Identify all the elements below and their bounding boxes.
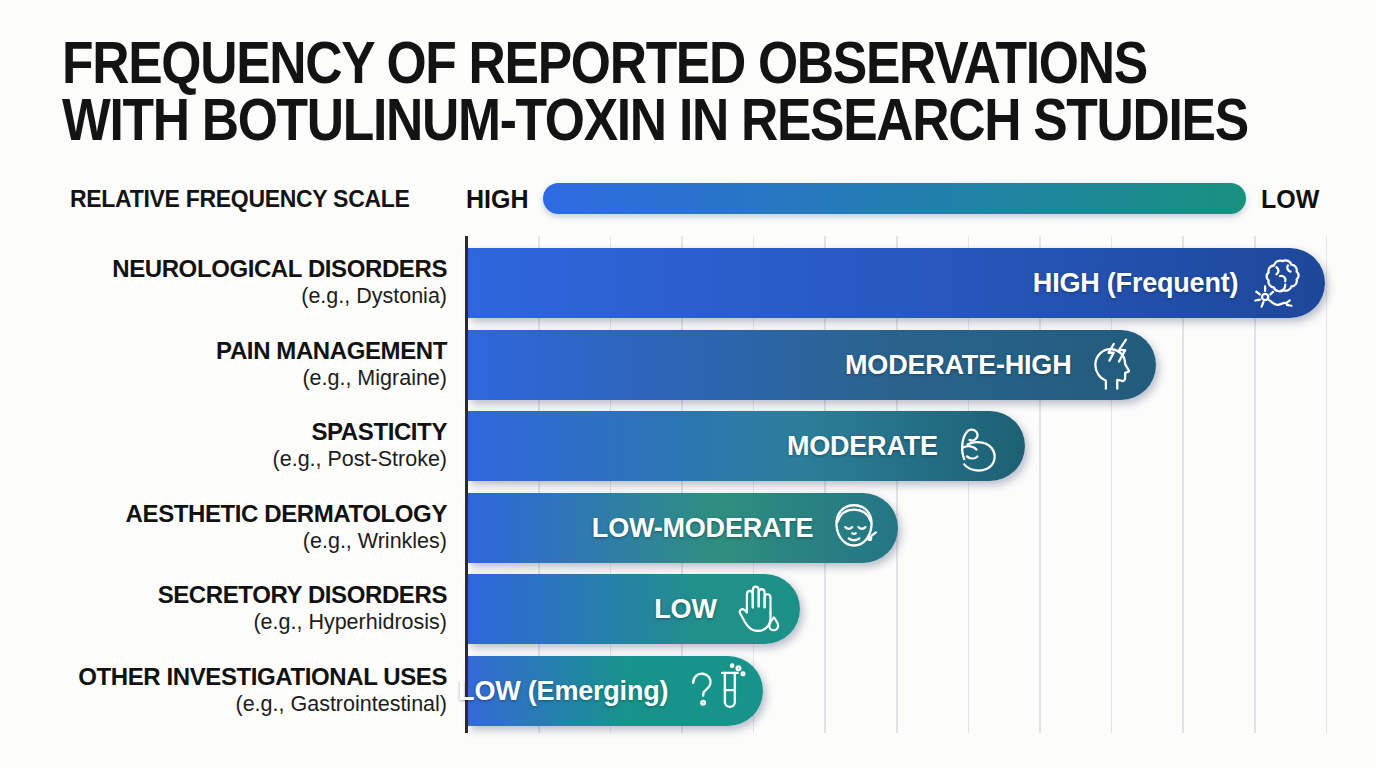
hand-droplet-icon [730,580,784,638]
category-example: (e.g., Post-Stroke) [0,446,447,472]
bar-aesthetic: LOW-MODERATE [468,493,898,563]
scale-label: RELATIVE FREQUENCY SCALE [70,186,410,213]
category-label-neurological: NEUROLOGICAL DISORDERS (e.g., Dystonia) [0,255,447,309]
category-name: PAIN MANAGEMENT [0,337,447,365]
bar-other-investigational: LOW (Emerging) [468,656,763,726]
bar-spasticity: MODERATE [468,411,1025,481]
scale-low-label: LOW [1261,185,1319,214]
bar-value-label: LOW [654,594,716,625]
category-label-secretory: SECRETORY DISORDERS (e.g., Hyperhidrosis… [0,581,447,635]
category-example: (e.g., Dystonia) [0,283,447,309]
plot-area: HIGH (Frequent) MODERATE-HIGH [465,236,1334,733]
title-line-2: WITH BOTULINUM-TOXIN IN RESEARCH STUDIES [62,91,1248,148]
category-name: NEUROLOGICAL DISORDERS [0,255,447,283]
brain-neuron-icon [1251,255,1309,311]
category-name: SECRETORY DISORDERS [0,581,447,609]
bar-value-label: MODERATE-HIGH [845,350,1071,381]
muscle-arm-icon [951,418,1009,474]
category-name: OTHER INVESTIGATIONAL USES [0,663,447,691]
bar-value-label: HIGH (Frequent) [1033,268,1239,299]
category-example: (e.g., Hyperhidrosis) [0,609,447,635]
title-line-1: FREQUENCY OF REPORTED OBSERVATIONS [62,34,1248,91]
category-label-pain: PAIN MANAGEMENT (e.g., Migraine) [0,337,447,391]
page-title: FREQUENCY OF REPORTED OBSERVATIONS WITH … [62,34,1248,148]
category-example: (e.g., Gastrointestinal) [0,691,447,717]
bar-secretory: LOW [468,574,800,644]
category-label-aesthetic: AESTHETIC DERMATOLOGY (e.g., Wrinkles) [0,500,447,554]
headache-lightning-icon [1084,337,1140,393]
category-name: AESTHETIC DERMATOLOGY [0,500,447,528]
face-icon [826,499,882,557]
bar-value-label: LOW-MODERATE [592,513,814,544]
bar-value-label: MODERATE [787,431,938,462]
bar-neurological: HIGH (Frequent) [468,248,1325,318]
scale-high-label: HIGH [466,185,529,214]
category-example: (e.g., Wrinkles) [0,528,447,554]
infographic-frame: FREQUENCY OF REPORTED OBSERVATIONS WITH … [0,0,1376,768]
category-label-other: OTHER INVESTIGATIONAL USES (e.g., Gastro… [0,663,447,717]
bar-pain-management: MODERATE-HIGH [468,330,1156,400]
category-label-spasticity: SPASTICITY (e.g., Post-Stroke) [0,418,447,472]
category-example: (e.g., Migraine) [0,365,447,391]
frequency-scale-gradient-bar [543,183,1246,214]
question-test-tube-icon [681,662,747,720]
category-name: SPASTICITY [0,418,447,446]
bar-value-label: LOW (Emerging) [458,676,668,707]
